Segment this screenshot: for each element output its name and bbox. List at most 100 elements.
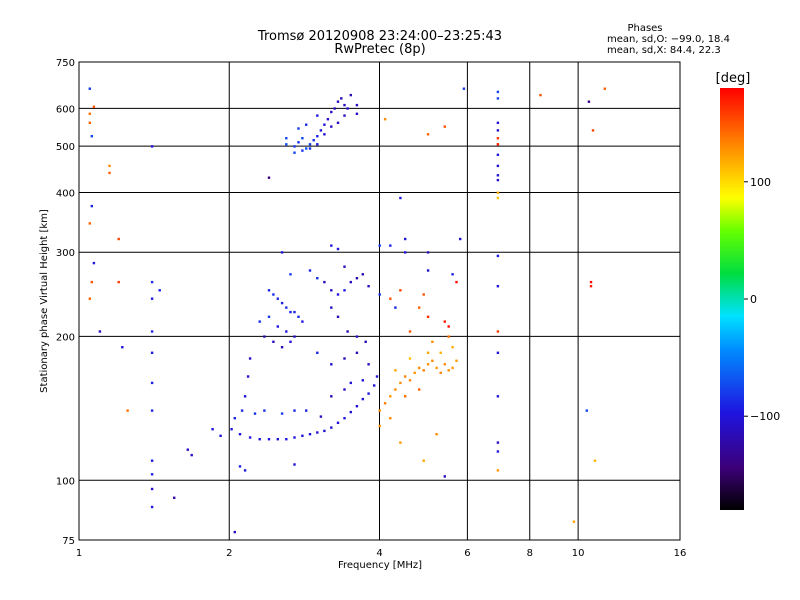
data-point <box>293 409 296 412</box>
data-point <box>248 357 252 360</box>
data-point <box>263 335 266 338</box>
data-point <box>404 395 407 398</box>
y-tick-labels: 75 100 200 300 400 500 600 750 <box>56 58 75 547</box>
data-point <box>378 409 381 412</box>
data-point <box>330 395 333 398</box>
data-point <box>399 381 402 385</box>
data-point <box>496 97 500 100</box>
data-point <box>355 335 359 338</box>
data-point <box>496 191 500 194</box>
data-point <box>289 273 292 276</box>
x-tick-label: 6 <box>464 548 470 559</box>
data-point <box>361 273 364 276</box>
data-point <box>276 325 279 328</box>
data-point <box>572 520 576 523</box>
data-point <box>285 330 288 333</box>
data-point <box>280 301 284 305</box>
data-point <box>297 315 300 318</box>
data-point <box>361 379 364 382</box>
data-point <box>355 277 359 280</box>
data-point <box>496 164 500 168</box>
data-point <box>280 251 284 254</box>
y-tick-label: 400 <box>56 188 75 199</box>
data-point <box>340 97 343 100</box>
data-point <box>459 237 462 241</box>
data-point <box>343 114 346 117</box>
data-point <box>316 277 319 280</box>
data-point <box>496 254 500 258</box>
data-point <box>426 363 430 366</box>
data-point <box>308 433 312 436</box>
data-point <box>323 429 326 433</box>
data-point <box>603 87 606 90</box>
data-point <box>443 475 446 478</box>
x-axis-label: Frequency [MHz] <box>338 560 422 571</box>
data-point <box>276 297 279 300</box>
data-point <box>413 371 416 374</box>
data-point <box>383 118 387 121</box>
data-point <box>367 285 370 288</box>
data-point <box>323 280 326 284</box>
data-point <box>373 384 376 387</box>
data-point <box>243 395 247 398</box>
x-tick-label: 4 <box>376 548 382 559</box>
colorbar-tick-label: 100 <box>750 176 771 189</box>
data-point <box>336 247 340 251</box>
data-point <box>496 469 500 472</box>
data-point <box>289 340 292 343</box>
data-point <box>301 320 304 323</box>
data-point <box>190 453 193 457</box>
data-point <box>253 412 257 415</box>
data-point <box>426 269 430 272</box>
data-point <box>267 438 271 441</box>
data-point <box>539 93 542 97</box>
data-point <box>367 392 370 395</box>
x-tick-label: 1 <box>76 548 82 559</box>
data-point <box>267 315 271 318</box>
data-point <box>92 261 96 265</box>
colorbar-ticks: 100 0 −100 <box>744 176 780 423</box>
data-point <box>422 369 425 372</box>
data-point <box>289 310 292 314</box>
data-point <box>126 409 129 412</box>
data-point <box>238 433 242 436</box>
data-point <box>92 105 96 108</box>
x-tick-label: 10 <box>572 548 585 559</box>
data-point <box>355 112 359 115</box>
data-point <box>496 395 500 398</box>
data-point <box>349 381 352 385</box>
data-point <box>312 139 315 142</box>
data-point <box>258 438 261 441</box>
data-point <box>293 145 296 148</box>
data-point <box>439 371 442 374</box>
data-point <box>394 388 397 391</box>
data-point <box>361 397 364 401</box>
data-point <box>150 487 154 491</box>
data-point <box>426 351 430 354</box>
data-point <box>447 325 450 328</box>
y-tick-label: 600 <box>56 104 75 115</box>
data-point <box>263 409 266 412</box>
data-point <box>343 103 346 107</box>
data-point <box>496 450 500 453</box>
y-tick-label: 500 <box>56 142 75 153</box>
data-point <box>404 375 407 378</box>
data-point <box>316 143 319 146</box>
data-point <box>108 164 111 168</box>
data-point <box>150 473 154 476</box>
data-point <box>426 315 430 318</box>
data-point <box>211 428 214 431</box>
data-point <box>305 123 308 126</box>
data-point <box>343 357 346 360</box>
data-point <box>389 417 392 420</box>
data-point <box>408 330 412 333</box>
grid-lines <box>79 62 680 540</box>
data-point <box>399 441 402 444</box>
data-point <box>343 265 346 268</box>
data-point <box>150 409 154 412</box>
data-point <box>443 125 446 128</box>
data-point <box>158 289 161 292</box>
data-point <box>316 431 319 434</box>
data-point <box>219 434 222 437</box>
data-point <box>336 315 340 318</box>
